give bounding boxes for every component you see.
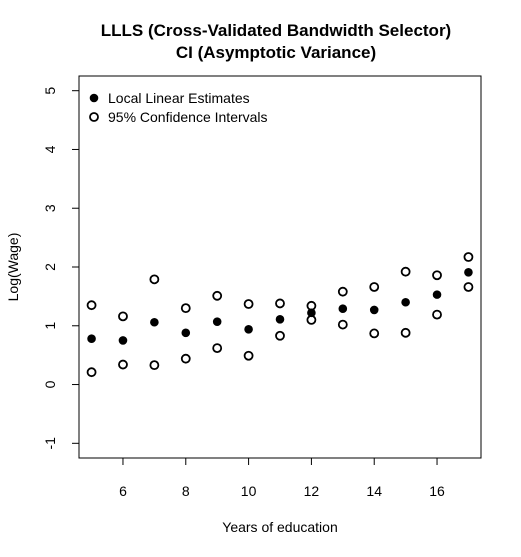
- ci-point: [432, 270, 442, 281]
- estimate-point: [212, 317, 222, 326]
- ci-point: [463, 282, 474, 292]
- data-points: [86, 252, 474, 378]
- ci-point: [86, 300, 97, 311]
- y-tick-label: -1: [42, 437, 58, 450]
- chart-subtitle: CI (Asymptotic Variance): [176, 43, 376, 62]
- ci-point: [243, 299, 254, 309]
- ci-point: [118, 359, 128, 370]
- ci-point: [275, 298, 285, 309]
- y-axis-label: Log(Wage): [5, 233, 21, 302]
- estimate-point: [181, 328, 191, 338]
- ci-point: [86, 367, 97, 378]
- x-tick-label: 16: [429, 483, 445, 499]
- ci-point: [432, 309, 442, 320]
- ci-point: [149, 360, 160, 371]
- x-axis: 6 8 10 12 14 16: [119, 458, 445, 499]
- estimate-point: [275, 315, 285, 324]
- ci-point: [337, 286, 348, 297]
- estimate-point: [432, 290, 442, 299]
- ci-point: [369, 282, 380, 292]
- legend-marker-estimates: [89, 93, 99, 103]
- ci-point: [275, 330, 285, 341]
- y-tick-label: 5: [42, 87, 58, 95]
- estimate-point: [118, 336, 128, 345]
- ci-point: [400, 327, 411, 338]
- ci-point: [463, 252, 474, 262]
- ci-point: [369, 328, 380, 339]
- x-axis-label: Years of education: [222, 519, 337, 535]
- ci-point: [337, 319, 348, 330]
- y-tick-label: 4: [42, 145, 58, 153]
- plot-frame: [78, 75, 482, 459]
- x-tick-label: 6: [119, 483, 127, 499]
- ci-point: [118, 311, 128, 322]
- ci-point: [400, 266, 411, 277]
- y-tick-label: 3: [42, 204, 58, 212]
- ci-point: [180, 353, 191, 364]
- estimate-point: [150, 317, 159, 327]
- legend: Local Linear Estimates 95% Confidence In…: [89, 90, 268, 125]
- ci-point: [149, 274, 160, 285]
- ci-point: [306, 300, 317, 311]
- x-tick-label: 14: [366, 483, 382, 499]
- estimate-point: [87, 334, 96, 343]
- ci-point: [306, 314, 317, 325]
- x-tick-label: 8: [182, 483, 190, 499]
- ci-point: [180, 303, 191, 314]
- x-tick-label: 10: [241, 483, 257, 499]
- legend-label-estimates: Local Linear Estimates: [108, 90, 250, 106]
- estimate-point: [244, 324, 253, 334]
- y-tick-label: 2: [42, 263, 58, 271]
- x-tick-label: 12: [304, 483, 320, 499]
- estimate-point: [401, 297, 410, 307]
- y-axis: -1 0 1 2 3 4 5: [42, 87, 79, 450]
- ci-point: [243, 350, 254, 361]
- legend-label-intervals: 95% Confidence Intervals: [108, 109, 268, 125]
- chart-title: LLLS (Cross-Validated Bandwidth Selector…: [101, 21, 451, 40]
- y-tick-label: 1: [42, 322, 58, 330]
- ci-point: [212, 290, 223, 301]
- estimate-point: [338, 304, 348, 314]
- ci-point: [212, 343, 223, 354]
- estimate-point: [369, 305, 379, 315]
- y-tick-label: 0: [42, 380, 58, 388]
- estimate-point: [464, 267, 473, 277]
- legend-marker-intervals: [89, 112, 99, 122]
